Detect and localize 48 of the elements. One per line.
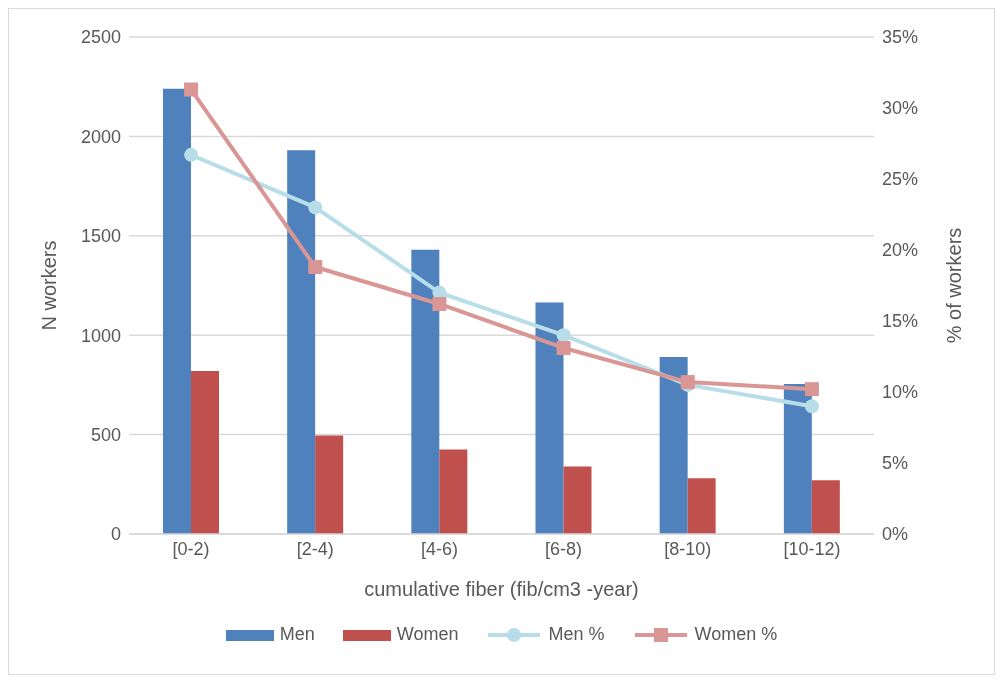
bar [439,449,468,534]
point [556,340,571,355]
y-tick-label: 1000 [80,325,121,346]
legend-label: Women [396,624,459,645]
x-tick-label: [2-4) [296,538,334,559]
y-axis-title: N workers [38,240,61,331]
y2-tick-label: 5% [882,453,909,474]
y2-tick-label: 20% [882,240,919,261]
x-axis-title: cumulative fiber (fib/cm3 -year) [364,578,639,600]
bar [687,478,716,534]
y2-tick-label: 25% [882,169,919,190]
y2-tick-label: 35% [882,27,919,48]
legend-label: Men % [548,624,605,645]
y-tick-label: 500 [90,424,121,445]
y2-tick-label: 10% [882,382,919,403]
x-tick-label: [0-2) [172,538,210,559]
legend-label: Women % [694,624,778,645]
point [804,399,819,414]
x-tick-label: [10-12) [783,538,841,559]
y2-axis-title: % of workers [943,227,966,344]
bar [659,357,688,534]
point [184,147,199,162]
point [308,200,323,215]
x-tick-label: [4-6) [420,538,458,559]
y-tick-label: 2500 [80,27,121,48]
bar [191,370,219,534]
y-tick-label: 0 [110,524,121,545]
bar [287,150,316,534]
y-tick-label: 2000 [80,126,121,147]
point [184,82,199,97]
point [308,260,323,275]
bar [411,249,440,534]
y2-tick-label: 0% [882,524,909,545]
point [432,296,447,311]
y-tick-label: 1500 [80,226,121,247]
bar [163,88,191,534]
legend-label: Men [279,624,315,645]
x-tick-label: [6-8) [545,538,583,559]
bar [563,466,592,534]
y2-tick-label: 15% [882,311,919,332]
bar [811,480,840,534]
point [804,382,819,397]
bar [315,435,344,534]
y2-tick-label: 30% [882,98,919,119]
bar [535,302,564,534]
point [556,328,571,343]
x-tick-label: [8-10) [664,538,712,559]
bar [783,383,812,534]
